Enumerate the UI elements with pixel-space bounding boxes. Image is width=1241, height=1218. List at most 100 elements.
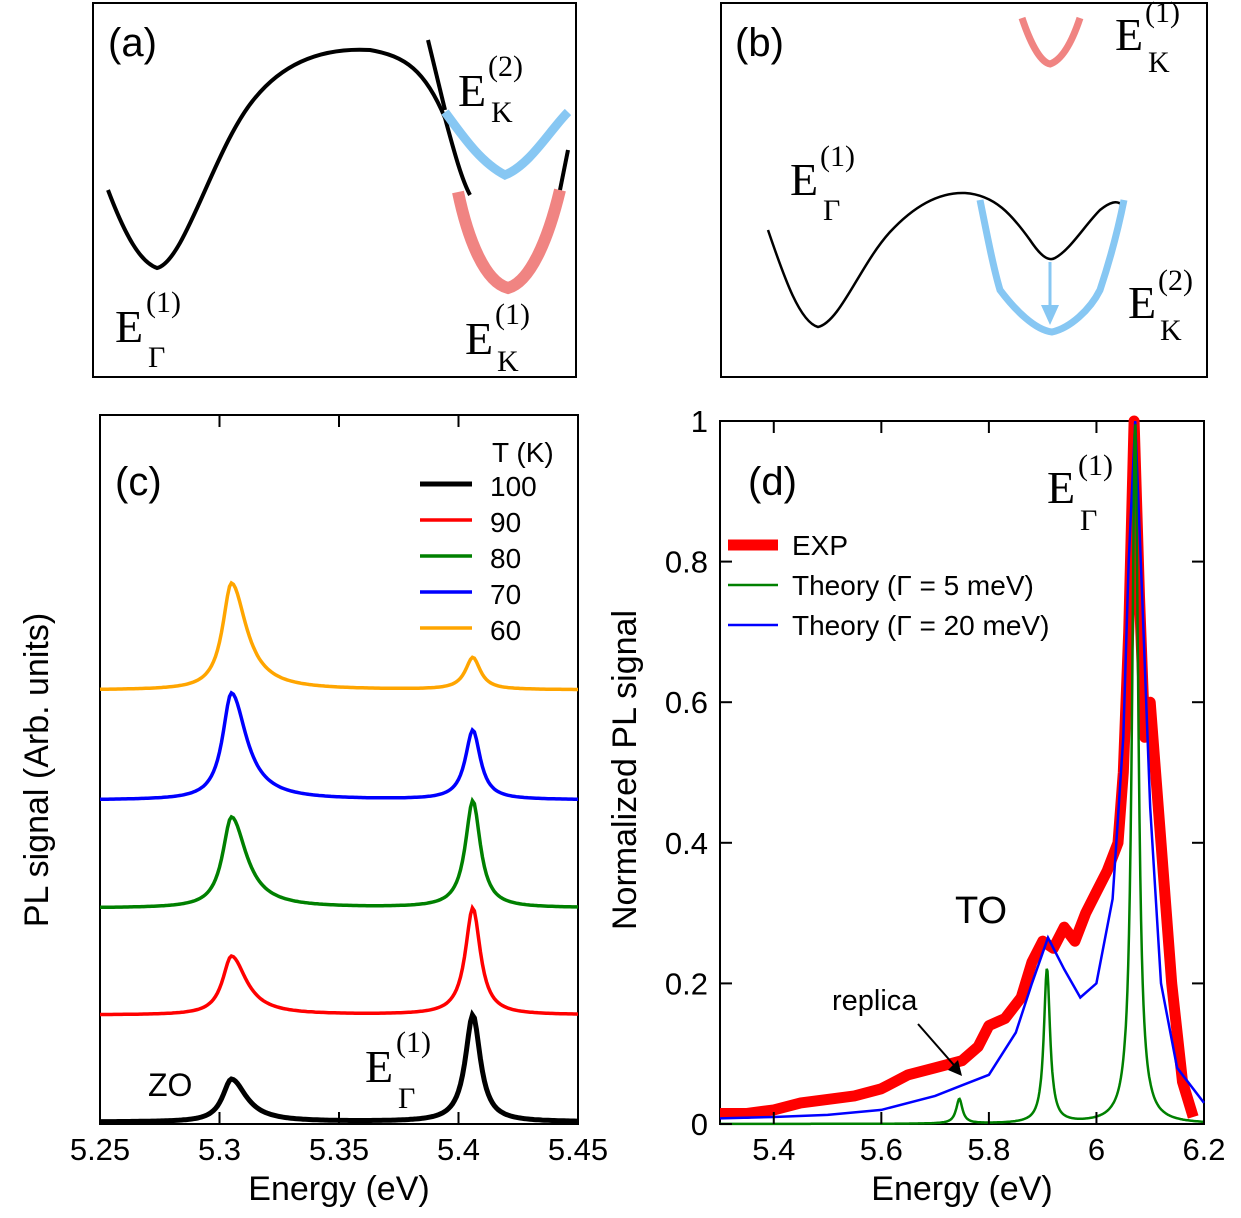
panel-a-frame [92,2,577,378]
d-xtick-label-4: 6.2 [1182,1132,1225,1167]
panel-c-curves [99,580,579,1125]
curve-t-80 [100,796,579,910]
band-curve-b [766,191,1123,329]
c-legend-label-100: 100 [490,471,537,502]
label-e-k1-b: E (1) K [1115,0,1180,79]
d-legend-label-exp: EXP [792,530,848,561]
panel-c-legend-title: T (K) [492,437,554,468]
svg-text:Γ: Γ [823,194,840,227]
svg-text:(1): (1) [495,298,530,331]
band-edge-a [558,149,570,191]
band-steep-a [426,39,447,111]
panel-d-tag: (d) [748,460,797,504]
curve-t-70 [100,690,578,801]
panel-d: (d) 5.4 5.6 5.8 6 6.2 0 0.2 0.4 0.6 0.8 1 Energy … [606,404,1226,1208]
panel-c-zo-label: ZO [148,1067,192,1103]
svg-text:Γ: Γ [148,341,165,374]
d-ytick-label-1: 0.2 [665,966,708,1001]
d-ytick-label-3: 0.6 [665,685,708,720]
svg-text:E: E [465,313,493,364]
d-ytick-label-2: 0.4 [665,826,708,861]
panel-a-tag: (a) [108,21,157,65]
d-xtick-label-3: 6 [1088,1132,1105,1167]
panel-b: (b) E (1) K E (1) Γ E (2) K [720,0,1208,378]
svg-text:K: K [497,345,519,378]
band-k1-b [1018,16,1084,68]
series-theory-5mev [720,424,1204,1126]
band-k2-b [976,199,1128,336]
panel-d-replica-label: replica [832,985,918,1017]
panel-b-tag: (b) [735,21,784,65]
panel-d-to-label: TO [955,890,1007,932]
d-xtick-label-1: 5.6 [860,1132,903,1167]
panel-d-yticks: 0 0.2 0.4 0.6 0.8 1 [665,404,1204,1142]
c-legend-label-90: 90 [490,507,521,538]
svg-text:K: K [1148,46,1170,79]
panel-d-frame [719,420,1205,1125]
panel-c-xticks: 5.25 5.3 5.35 5.4 5.45 [70,415,608,1167]
d-ytick-label-4: 0.8 [665,545,708,580]
svg-text:E: E [1128,277,1156,328]
curve-t-60 [99,580,578,692]
d-xtick-label-2: 5.8 [967,1132,1010,1167]
svg-text:(2): (2) [488,50,523,83]
replica-arrow-head [948,1060,962,1076]
band-k2-a [441,108,572,180]
band-curve-a [106,47,472,271]
panel-d-xticks: 5.4 5.6 5.8 6 6.2 [752,421,1226,1167]
label-e-k2-a: E (2) K [458,50,523,129]
curve-t-90 [100,903,579,1017]
panel-d-xlabel: Energy (eV) [871,1170,1052,1208]
transition-arrow-head [1041,305,1059,325]
c-xtick-label-3: 5.4 [437,1132,480,1167]
panel-d-series [719,415,1205,1126]
svg-text:E: E [1115,9,1143,60]
c-xtick-label-4: 5.45 [548,1132,608,1167]
c-legend-label-60: 60 [490,615,521,646]
svg-text:(1): (1) [1145,0,1180,29]
d-legend-label-theory-5-mev: Theory (Γ = 5 meV) [792,570,1034,601]
c-xtick-label-1: 5.3 [198,1132,241,1167]
panel-c: (c) 5.25 5.3 5.35 5.4 5.45 Energy (eV) PL si… [18,414,608,1208]
svg-text:E: E [1047,462,1075,513]
panel-c-gamma-label: E (1) Γ [365,1026,431,1115]
svg-text:(2): (2) [1158,264,1193,297]
label-e-gamma1-a: E (1) Γ [115,286,181,374]
svg-text:E: E [115,301,143,352]
panel-c-ylabel: PL signal (Arb. units) [18,613,56,927]
c-legend-label-80: 80 [490,543,521,574]
panel-a: (a) E (1) Γ E (2) K E (1) K [92,2,577,378]
panel-c-legend: T (K) 100 90 80 70 60 [420,437,554,646]
d-xtick-label-0: 5.4 [752,1132,795,1167]
panel-d-gamma-label: E (1) Γ [1047,449,1113,537]
svg-text:(1): (1) [820,140,855,173]
svg-text:(1): (1) [146,286,181,319]
svg-text:(1): (1) [1078,449,1113,482]
label-e-gamma1-b: E (1) Γ [790,140,855,227]
d-ytick-label-5: 1 [691,404,708,439]
series-theory-20mev [719,420,1205,1120]
band-k1-a [452,188,566,295]
panel-b-frame [720,2,1208,378]
d-ytick-label-0: 0 [691,1107,708,1142]
label-e-k2-b: E (2) K [1128,264,1193,347]
svg-text:E: E [790,154,818,205]
label-e-k1-a: E (1) K [465,298,530,378]
panel-c-xlabel: Energy (eV) [248,1170,429,1208]
svg-text:E: E [365,1041,393,1092]
d-legend-label-theory-20-mev: Theory (Γ = 20 meV) [792,610,1049,641]
c-xtick-label-0: 5.25 [70,1132,130,1167]
c-legend-label-70: 70 [490,579,521,610]
svg-text:Γ: Γ [1080,504,1097,537]
svg-text:(1): (1) [396,1026,431,1059]
panel-d-ylabel: Normalized PL signal [606,610,644,930]
svg-text:K: K [491,96,513,129]
panel-c-tag: (c) [115,460,162,504]
svg-text:K: K [1160,314,1182,347]
replica-arrow-shaft [917,1023,961,1073]
panel-d-legend: EXP Theory (Γ = 5 meV) Theory (Γ = 20 meV) [728,530,1049,641]
svg-text:E: E [458,65,486,116]
c-xtick-label-2: 5.35 [309,1132,369,1167]
svg-text:Γ: Γ [398,1082,415,1115]
